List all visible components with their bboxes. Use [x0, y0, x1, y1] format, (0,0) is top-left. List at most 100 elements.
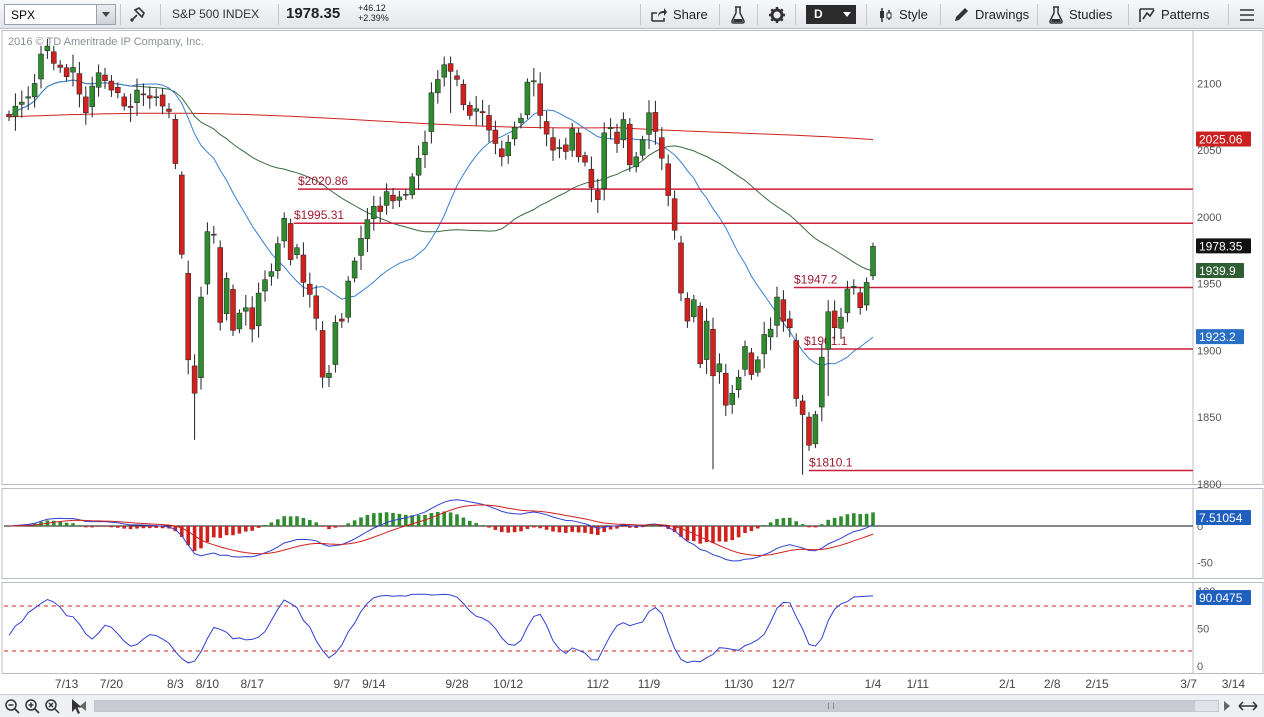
- candle-body[interactable]: [639, 139, 646, 156]
- zoom-reset-icon[interactable]: [44, 698, 61, 715]
- candle-body[interactable]: [63, 67, 70, 77]
- candle-body[interactable]: [710, 329, 716, 377]
- candle-body[interactable]: [147, 95, 153, 99]
- style-button[interactable]: Style: [874, 3, 932, 26]
- candle-body[interactable]: [742, 346, 748, 370]
- candle-body[interactable]: [255, 292, 262, 327]
- candle-body[interactable]: [454, 75, 460, 80]
- candle-body[interactable]: [614, 131, 620, 144]
- candle-body[interactable]: [319, 330, 326, 378]
- candle-body[interactable]: [83, 96, 89, 114]
- candle-body[interactable]: [6, 114, 12, 118]
- time-scrollbar[interactable]: [94, 700, 1219, 712]
- candle-body[interactable]: [652, 112, 659, 132]
- candle-body[interactable]: [44, 45, 51, 51]
- candle-body[interactable]: [108, 80, 115, 91]
- zoom-out-icon[interactable]: [4, 698, 21, 715]
- zoom-in-icon[interactable]: [24, 698, 41, 715]
- candle-body[interactable]: [518, 117, 524, 124]
- candle-body[interactable]: [857, 292, 863, 308]
- candle-body[interactable]: [575, 132, 582, 158]
- candle-body[interactable]: [697, 305, 703, 365]
- candle-body[interactable]: [691, 299, 697, 318]
- candle-body[interactable]: [620, 119, 627, 141]
- candle-body[interactable]: [473, 108, 479, 112]
- candle-body[interactable]: [582, 155, 588, 163]
- candle-body[interactable]: [467, 105, 473, 116]
- candle-body[interactable]: [249, 307, 255, 330]
- candle-body[interactable]: [140, 93, 147, 96]
- candle-body[interactable]: [825, 311, 831, 350]
- candle-body[interactable]: [505, 141, 511, 156]
- flask-button[interactable]: [726, 3, 750, 26]
- candle-body[interactable]: [345, 280, 351, 318]
- candle-body[interactable]: [191, 365, 198, 394]
- candle-body[interactable]: [595, 190, 601, 200]
- candle-body[interactable]: [326, 372, 332, 378]
- candle-body[interactable]: [851, 286, 857, 288]
- candle-body[interactable]: [358, 238, 364, 256]
- candle-body[interactable]: [415, 157, 422, 176]
- candle-body[interactable]: [479, 111, 486, 114]
- candle-body[interactable]: [236, 312, 243, 330]
- chart-canvas[interactable]: 1800185019001950200020502100$2020.86$199…: [0, 30, 1264, 694]
- candle-body[interactable]: [607, 127, 614, 130]
- candle-body[interactable]: [870, 246, 876, 277]
- candle-body[interactable]: [671, 198, 678, 231]
- candle-body[interactable]: [51, 51, 57, 64]
- drawings-button[interactable]: Drawings: [948, 3, 1033, 26]
- candle-body[interactable]: [665, 163, 671, 196]
- candle-body[interactable]: [275, 243, 281, 271]
- candle-body[interactable]: [377, 205, 383, 212]
- candle-body[interactable]: [774, 296, 780, 326]
- candle-body[interactable]: [211, 233, 217, 236]
- candle-body[interactable]: [761, 334, 767, 355]
- candle-body[interactable]: [748, 352, 755, 375]
- candle-body[interactable]: [19, 101, 25, 105]
- candle-body[interactable]: [703, 320, 710, 360]
- candle-body[interactable]: [838, 316, 844, 329]
- candle-body[interactable]: [403, 193, 409, 196]
- scroll-right-arrow[interactable]: [1224, 701, 1230, 711]
- candle-body[interactable]: [460, 84, 467, 106]
- candle-body[interactable]: [409, 176, 415, 196]
- candle-body[interactable]: [435, 79, 441, 94]
- candle-body[interactable]: [799, 400, 806, 415]
- candle-body[interactable]: [172, 119, 179, 164]
- aggregation-dropdown[interactable]: D: [806, 5, 856, 24]
- symbol-text[interactable]: SPX: [11, 8, 36, 22]
- candle-body[interactable]: [223, 278, 230, 314]
- candle-body[interactable]: [447, 63, 454, 72]
- candle-body[interactable]: [89, 85, 95, 107]
- symbol-input[interactable]: SPX: [4, 4, 116, 25]
- candle-body[interactable]: [76, 73, 83, 95]
- candle-body[interactable]: [524, 81, 531, 116]
- candle-body[interactable]: [755, 359, 761, 373]
- candle-body[interactable]: [179, 174, 185, 255]
- candle-body[interactable]: [281, 218, 287, 242]
- candle-body[interactable]: [787, 318, 793, 329]
- candle-body[interactable]: [716, 363, 723, 373]
- candle-body[interactable]: [863, 282, 870, 306]
- candle-body[interactable]: [659, 137, 665, 159]
- menu-button[interactable]: [1234, 3, 1260, 26]
- candle-body[interactable]: [364, 219, 371, 239]
- candle-body[interactable]: [812, 414, 819, 445]
- link-icon[interactable]: [128, 6, 146, 27]
- candle-body[interactable]: [287, 223, 294, 260]
- candle-body[interactable]: [300, 254, 307, 283]
- candle-body[interactable]: [819, 356, 825, 408]
- candle-body[interactable]: [339, 318, 345, 322]
- scrollbar-thumb[interactable]: [95, 701, 1195, 711]
- candle-body[interactable]: [793, 340, 799, 399]
- candle-body[interactable]: [550, 137, 556, 151]
- candle-body[interactable]: [684, 298, 691, 322]
- candle-body[interactable]: [95, 72, 102, 88]
- candle-body[interactable]: [57, 64, 63, 68]
- candle-body[interactable]: [492, 129, 499, 144]
- candle-body[interactable]: [38, 53, 44, 80]
- candle-body[interactable]: [185, 273, 191, 361]
- candle-body[interactable]: [422, 141, 428, 155]
- candle-body[interactable]: [134, 89, 140, 103]
- candle-body[interactable]: [511, 127, 518, 140]
